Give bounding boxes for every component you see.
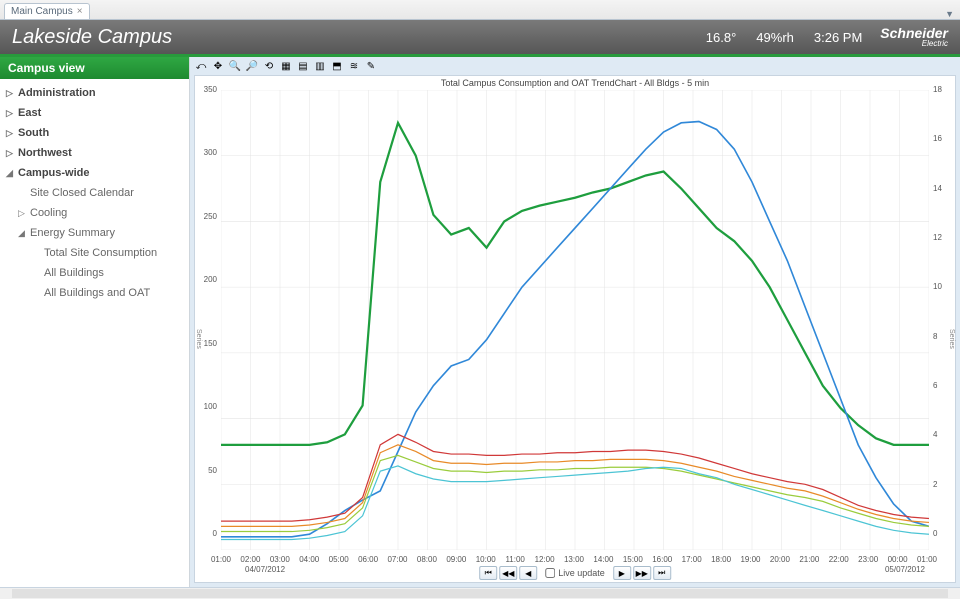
toolbar-icon[interactable]: ⤺ <box>194 59 208 73</box>
tree-item[interactable]: ▷East <box>0 103 189 123</box>
tab-dropdown-icon[interactable]: ▼ <box>945 9 954 19</box>
chart: Total Campus Consumption and OAT TrendCh… <box>194 75 956 583</box>
nav-next2[interactable]: ▶▶ <box>633 566 651 580</box>
nav-next[interactable]: ▶ <box>613 566 631 580</box>
toolbar-icon[interactable]: 🔍 <box>228 59 242 73</box>
expand-icon[interactable]: ▷ <box>6 108 13 119</box>
status-time: 3:26 PM <box>814 30 862 45</box>
tab-bar: Main Campus × ▼ <box>0 0 960 20</box>
sidebar: Campus view ▷Administration▷East▷South▷N… <box>0 57 190 587</box>
status-bar: 16.8° 49%rh 3:26 PM <box>706 30 863 45</box>
header: Lakeside Campus 16.8° 49%rh 3:26 PM Schn… <box>0 20 960 54</box>
chart-toolbar: ⤺✥🔍🔎⟲▦▤▥⬒≋✎ <box>190 57 960 75</box>
tree-item[interactable]: ▷South <box>0 123 189 143</box>
expand-icon[interactable]: ▷ <box>18 208 25 219</box>
content: ⤺✥🔍🔎⟲▦▤▥⬒≋✎ Total Campus Consumption and… <box>190 57 960 587</box>
tree-item[interactable]: ▷Northwest <box>0 143 189 163</box>
nav-prev[interactable]: ◀ <box>519 566 537 580</box>
nav-tree: ▷Administration▷East▷South▷Northwest◢Cam… <box>0 79 189 587</box>
status-temp: 16.8° <box>706 30 737 45</box>
close-icon[interactable]: × <box>77 6 83 17</box>
expand-icon[interactable]: ▷ <box>6 128 13 139</box>
chart-title: Total Campus Consumption and OAT TrendCh… <box>195 76 955 90</box>
tree-item[interactable]: ◢Campus-wide <box>0 163 189 183</box>
nav-last[interactable]: ⏭ <box>653 566 671 580</box>
toolbar-icon[interactable]: ▥ <box>313 59 327 73</box>
tree-item[interactable]: Site Closed Calendar <box>0 183 189 203</box>
live-checkbox[interactable] <box>545 568 555 578</box>
toolbar-icon[interactable]: 🔎 <box>245 59 259 73</box>
toolbar-icon[interactable]: ⟲ <box>262 59 276 73</box>
page-title: Lakeside Campus <box>12 26 706 49</box>
expand-icon[interactable]: ▷ <box>6 148 13 159</box>
toolbar-icon[interactable]: ✥ <box>211 59 225 73</box>
chart-nav: ⏮ ◀◀ ◀ Live update ▶ ▶▶ ⏭ <box>479 566 671 580</box>
tree-item[interactable]: Total Site Consumption <box>0 243 189 263</box>
brand-logo: Schneider Electric <box>880 26 948 48</box>
live-update[interactable]: Live update <box>545 568 605 578</box>
tab-label: Main Campus <box>11 6 73 17</box>
status-humidity: 49%rh <box>756 30 794 45</box>
tree-item[interactable]: ◢Energy Summary <box>0 223 189 243</box>
tree-item[interactable]: ▷Administration <box>0 83 189 103</box>
sidebar-title: Campus view <box>0 57 189 79</box>
toolbar-icon[interactable]: ✎ <box>364 59 378 73</box>
toolbar-icon[interactable]: ≋ <box>347 59 361 73</box>
toolbar-icon[interactable]: ▤ <box>296 59 310 73</box>
toolbar-icon[interactable]: ▦ <box>279 59 293 73</box>
nav-prev2[interactable]: ◀◀ <box>499 566 517 580</box>
tree-item[interactable]: ▷Cooling <box>0 203 189 223</box>
expand-icon[interactable]: ▷ <box>6 88 13 99</box>
tab-main-campus[interactable]: Main Campus × <box>4 3 90 19</box>
tree-item[interactable]: All Buildings and OAT <box>0 283 189 303</box>
h-scrollbar[interactable] <box>0 587 960 599</box>
expand-icon[interactable]: ◢ <box>18 228 25 239</box>
tree-item[interactable]: All Buildings <box>0 263 189 283</box>
nav-first[interactable]: ⏮ <box>479 566 497 580</box>
expand-icon[interactable]: ◢ <box>6 168 13 179</box>
toolbar-icon[interactable]: ⬒ <box>330 59 344 73</box>
